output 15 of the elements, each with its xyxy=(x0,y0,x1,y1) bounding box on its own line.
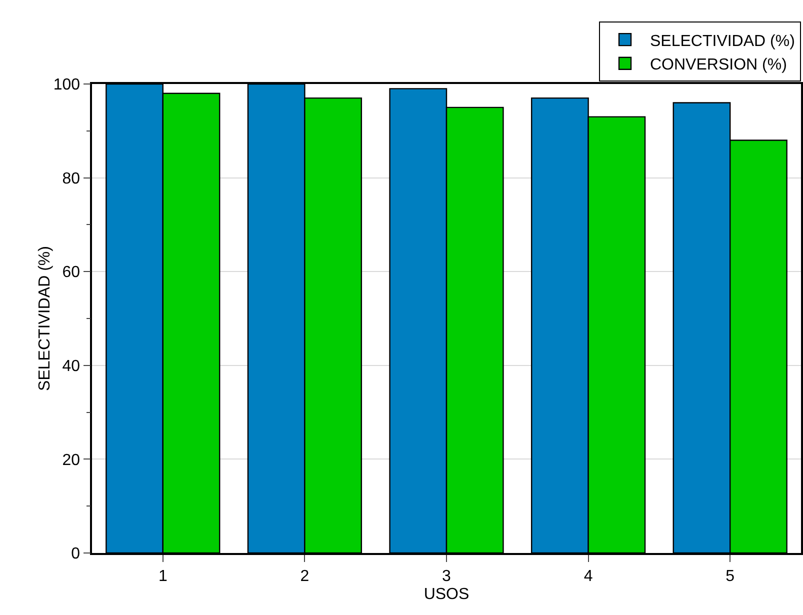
x-axis-title: USOS xyxy=(424,586,470,604)
x-tick-label: 5 xyxy=(726,568,735,585)
y-tick-label: 40 xyxy=(62,358,80,375)
y-tick-label: 0 xyxy=(71,546,80,563)
y-tick-label: 80 xyxy=(62,170,80,188)
y-axis-title: SELECTIVIDAD (%) xyxy=(36,246,54,391)
y-tick-label: 100 xyxy=(53,76,80,94)
legend-label: CONVERSION (%) xyxy=(650,56,787,74)
x-tick-label: 1 xyxy=(158,568,168,585)
x-tick-label: 2 xyxy=(300,568,310,585)
y-tick-label: 60 xyxy=(62,264,80,282)
x-tick-label: 3 xyxy=(442,568,452,585)
legend-label: SELECTIVIDAD (%) xyxy=(650,32,795,50)
x-tick-label: 4 xyxy=(584,568,593,585)
y-tick-label: 20 xyxy=(62,452,80,469)
